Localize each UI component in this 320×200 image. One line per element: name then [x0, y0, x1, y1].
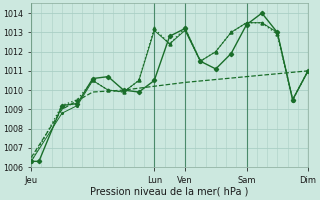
X-axis label: Pression niveau de la mer( hPa ): Pression niveau de la mer( hPa ): [91, 187, 249, 197]
